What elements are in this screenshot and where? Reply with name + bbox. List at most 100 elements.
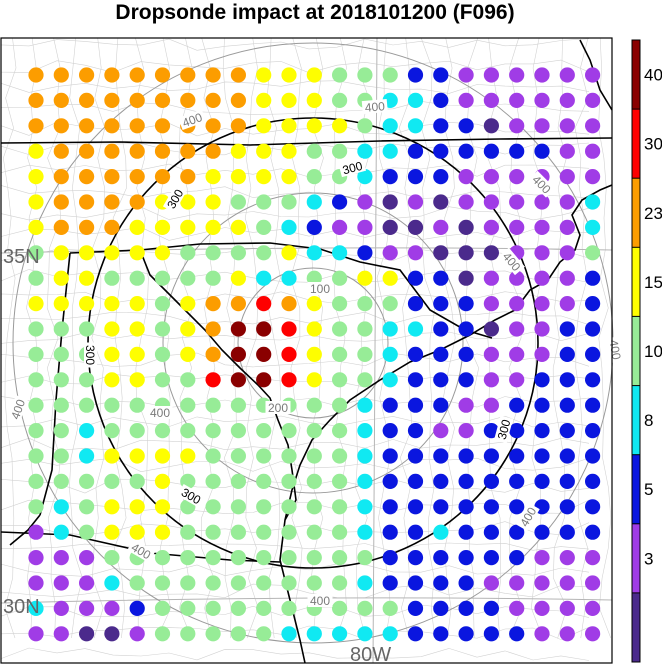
impact-dot <box>332 524 348 540</box>
contour-label: 300 <box>341 159 364 178</box>
impact-dot <box>28 575 44 591</box>
impact-dot <box>306 346 322 362</box>
county-line <box>91 37 106 639</box>
impact-dot <box>154 296 171 312</box>
contour-label: 400 <box>181 110 205 130</box>
impact-dot <box>332 397 348 413</box>
contour-label: 400 <box>606 339 623 361</box>
impact-dot <box>407 92 424 108</box>
impact-dot <box>28 448 44 464</box>
impact-dot <box>79 550 95 566</box>
impact-dot <box>256 524 272 540</box>
impact-dot <box>534 67 550 83</box>
impact-dot <box>79 67 95 83</box>
impact-dot <box>180 575 196 591</box>
impact-dot <box>104 321 120 337</box>
impact-dot <box>382 499 398 515</box>
impact-dot <box>281 296 297 312</box>
impact-dot <box>79 245 95 261</box>
impact-dot <box>154 219 171 235</box>
impact-dot <box>332 499 348 515</box>
impact-dot <box>104 296 120 312</box>
impact-dot <box>357 143 373 159</box>
impact-dot <box>483 169 499 185</box>
border-va-nc <box>0 137 613 146</box>
impact-dot <box>180 219 196 235</box>
impact-dot <box>483 321 499 337</box>
impact-dot <box>306 626 322 642</box>
impact-dot <box>230 118 246 134</box>
impact-dot <box>53 296 69 312</box>
impact-dot <box>585 423 601 439</box>
impact-dot <box>357 423 373 439</box>
impact-dot <box>104 423 120 439</box>
impact-dot <box>104 397 120 413</box>
impact-dot <box>458 524 474 540</box>
impact-dot <box>79 626 95 642</box>
impact-dot <box>281 550 297 566</box>
contour-label: 100 <box>310 282 330 296</box>
impact-dot <box>104 67 120 83</box>
impact-dot <box>154 321 171 337</box>
impact-dot <box>433 321 449 337</box>
impact-dot <box>458 245 474 261</box>
county-line <box>290 37 303 639</box>
impact-dot <box>154 550 171 566</box>
impact-dot <box>104 169 120 185</box>
impact-dot <box>585 600 601 617</box>
impact-dot <box>256 550 272 566</box>
impact-dot <box>129 270 145 286</box>
colorbar-segment <box>632 247 640 317</box>
impact-dot <box>332 423 348 439</box>
impact-dot <box>483 143 499 159</box>
impact-dot <box>28 473 44 489</box>
impact-dot <box>79 92 95 108</box>
colorbar-segment <box>632 592 640 662</box>
impact-dot <box>382 524 398 540</box>
contour-label-bg <box>7 395 29 424</box>
impact-dot <box>559 143 575 159</box>
impact-dot <box>154 473 171 489</box>
county-line <box>0 80 590 94</box>
impact-dot <box>509 499 525 515</box>
contour-label: 300 <box>83 345 97 365</box>
impact-dot <box>129 448 145 464</box>
impact-dot <box>28 626 44 642</box>
impact-dot <box>256 143 272 159</box>
impact-dot <box>357 550 373 566</box>
impact-dot <box>509 575 525 591</box>
impact-dot <box>585 194 601 210</box>
impact-dot <box>180 524 196 540</box>
impact-dot <box>509 423 525 439</box>
impact-dot <box>559 346 575 362</box>
impact-dot <box>129 92 145 108</box>
impact-dot <box>559 169 575 185</box>
impact-dot <box>230 194 246 210</box>
contour-label: 400 <box>150 406 170 420</box>
impact-dot <box>79 600 95 617</box>
impact-dot <box>382 626 398 642</box>
impact-dot <box>306 397 322 413</box>
impact-dot <box>509 626 525 642</box>
impact-dot <box>458 372 474 388</box>
impact-dot <box>205 372 221 388</box>
impact-dot <box>104 118 120 134</box>
impact-dot <box>458 118 474 134</box>
impact-dot <box>28 194 44 210</box>
impact-dot <box>585 499 601 515</box>
county-line <box>420 37 436 639</box>
impact-dot <box>104 600 120 617</box>
impact-dot <box>306 473 322 489</box>
impact-dot <box>256 92 272 108</box>
impact-dot <box>534 194 550 210</box>
impact-dot <box>104 92 120 108</box>
impact-dot <box>433 67 449 83</box>
impact-dot <box>205 194 221 210</box>
impact-dot <box>306 372 322 388</box>
impact-dot <box>28 321 44 337</box>
impact-dot <box>559 550 575 566</box>
impact-dot <box>332 600 348 617</box>
impact-dot <box>180 245 196 261</box>
contour-label-bg <box>162 184 187 213</box>
impact-dot <box>205 397 221 413</box>
